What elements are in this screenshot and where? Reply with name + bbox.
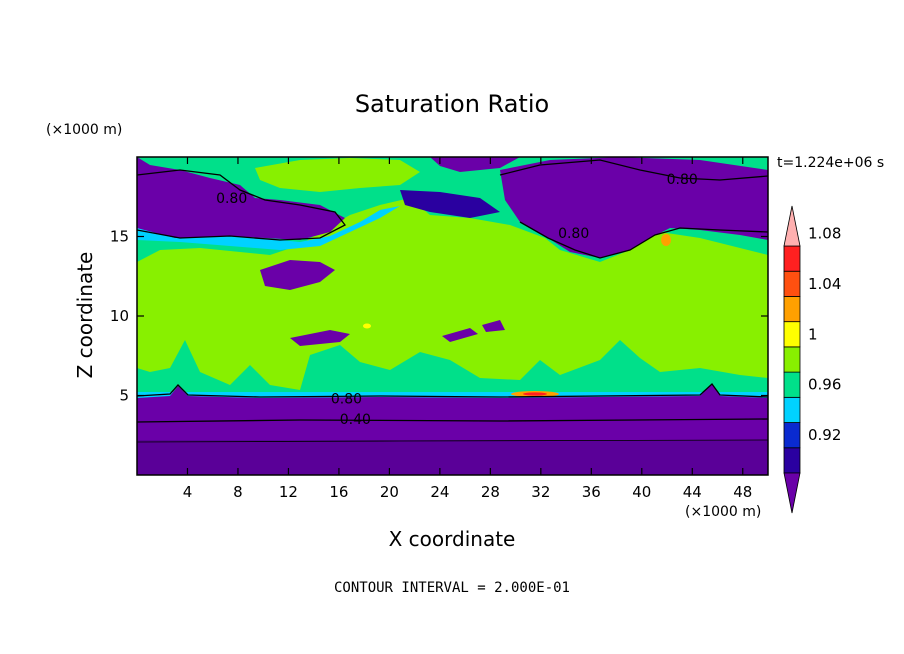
chart-title: Saturation Ratio	[355, 90, 549, 118]
green-left-patch	[160, 250, 220, 285]
y-tick-label: 15	[110, 228, 129, 246]
x-tick-label: 36	[582, 483, 601, 501]
dry-filament-9km-a	[290, 330, 350, 346]
orange-spot-upper	[661, 234, 671, 246]
colorbar-box	[783, 346, 801, 373]
x-axis-ticks: 4 8 12 16 20 24 28 32 36 40 44 48	[183, 157, 752, 501]
dry-lower-darker	[137, 440, 768, 475]
x-tick-label: 4	[183, 483, 193, 501]
x-tick-label: 28	[481, 483, 500, 501]
colorbar-high-triangle	[783, 205, 801, 247]
colorbar-box	[783, 321, 801, 348]
colorbar-box	[783, 371, 801, 398]
dry-upper-top	[430, 157, 520, 172]
x-tick-label: 40	[632, 483, 651, 501]
x-axis-label: X coordinate	[389, 527, 516, 551]
x-unit-label: (×1000 m)	[685, 504, 761, 520]
contour-line-080-upper-right	[499, 159, 769, 181]
dry-upper-left	[137, 157, 345, 240]
contour-line-lowest	[136, 439, 769, 443]
colorbar-low-triangle	[783, 472, 801, 514]
x-tick-label: 44	[683, 483, 702, 501]
y-unit-label: (×1000 m)	[46, 122, 122, 138]
time-label: t=1.224e+06 s	[777, 155, 884, 171]
contour-label: 0.40	[340, 412, 371, 428]
supersaturated-spot-core	[523, 392, 547, 396]
green-mid-layer	[137, 198, 768, 390]
contour-label: 0.80	[216, 191, 247, 207]
colorbar-box	[783, 396, 801, 423]
green-upper-band	[255, 158, 420, 192]
colorbar-tick-label: 1	[808, 325, 818, 343]
dry-filament-9km-c	[482, 320, 505, 332]
contour-field	[136, 157, 769, 475]
colorbar: 0.92 0.96 1 1.04 1.08	[783, 205, 841, 514]
colorbar-tick-label: 1.04	[808, 275, 841, 293]
contour-line-080-mid	[519, 221, 769, 259]
x-tick-label: 24	[430, 483, 449, 501]
y-tick-label: 10	[110, 307, 129, 325]
colorbar-box	[783, 245, 801, 272]
contour-interval-note: CONTOUR INTERVAL = 2.000E-01	[334, 580, 570, 596]
contour-label: 0.80	[331, 391, 362, 407]
colorbar-tick-label: 0.92	[808, 426, 841, 444]
contour-label: 0.80	[667, 172, 698, 188]
dry-filament-12km	[260, 260, 335, 290]
colorbar-box	[783, 270, 801, 297]
contour-line-080-upper-left	[136, 169, 346, 241]
dry-upper-right	[500, 157, 768, 258]
x-tick-label: 48	[733, 483, 752, 501]
contour-label: 0.80	[558, 226, 589, 242]
colorbar-tick-label: 1.08	[808, 224, 841, 242]
x-tick-label: 16	[329, 483, 348, 501]
x-tick-label: 8	[233, 483, 243, 501]
y-tick-label: 5	[119, 387, 129, 405]
contour-line-040-lower	[136, 418, 769, 423]
contour-labels: 0.80 0.80 0.80 0.80 0.40	[216, 172, 698, 428]
yellow-spot	[363, 323, 371, 329]
x-tick-label: 12	[279, 483, 298, 501]
colorbar-box	[783, 296, 801, 323]
x-tick-label: 32	[531, 483, 550, 501]
colorbar-box	[783, 447, 801, 474]
y-axis-label: Z coordinate	[73, 252, 97, 379]
colorbar-tick-label: 0.96	[808, 376, 841, 394]
cyan-band-upper	[137, 206, 400, 250]
contour-line-080-lower	[136, 383, 769, 398]
dry-filament-9km-b	[442, 328, 478, 342]
colorbar-box	[783, 422, 801, 449]
x-tick-label: 20	[380, 483, 399, 501]
y-axis-ticks: 5 10 15	[110, 228, 768, 405]
dry-upper-mid	[400, 190, 500, 218]
